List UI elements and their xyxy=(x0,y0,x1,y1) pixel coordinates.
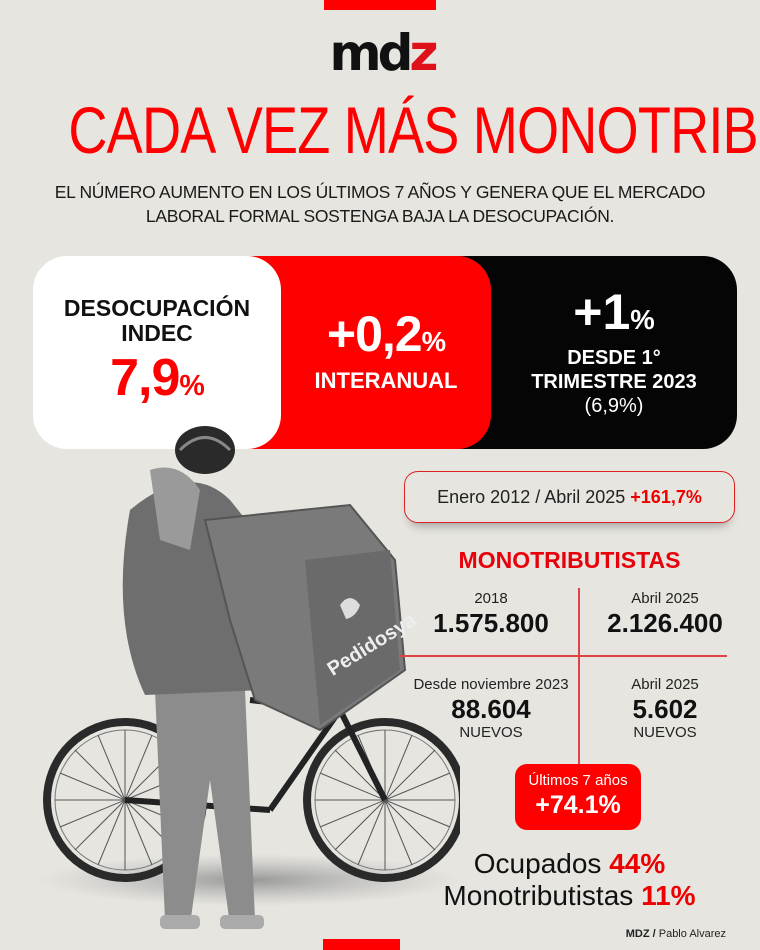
cell-caption: Abril 2025 xyxy=(631,590,699,607)
page-subtitle: EL NÚMERO AUMENTO EN LOS ÚLTIMOS 7 AÑOS … xyxy=(20,180,740,228)
cell-value: 5.602 xyxy=(632,694,698,724)
cell-caption: Abril 2025 xyxy=(631,676,699,693)
card-since-q1-2023: +1% DESDE 1° TRIMESTRE 2023 (6,9%) xyxy=(453,256,737,449)
mdz-logo: md z xyxy=(322,24,442,82)
share-value: 11% xyxy=(641,880,696,911)
range-pill: Enero 2012 / Abril 2025 +161,7% xyxy=(404,471,735,523)
share-value: 44% xyxy=(609,848,666,879)
interannual-number: +0,2 xyxy=(326,306,423,362)
since-q1-value: +1% xyxy=(491,284,737,348)
range-pct: +161,7% xyxy=(630,486,702,507)
bottom-accent-bar xyxy=(323,939,400,950)
cell-unit: NUEVOS xyxy=(459,724,523,741)
since-q1-label: DESDE 1° TRIMESTRE 2023 xyxy=(491,346,737,394)
unemployment-label-line1: DESOCUPACIÓN xyxy=(63,295,251,321)
since-q1-number: +1 xyxy=(573,284,631,340)
page-headline: CADA VEZ MÁS MONOTRIBUTISTAS xyxy=(68,93,760,167)
interannual-unit: % xyxy=(421,326,446,357)
card-interannual: +0,2% INTERANUAL xyxy=(243,256,491,449)
interannual-value: +0,2% xyxy=(281,306,491,370)
stat-cell-april-2025-new: Abril 2025 5.602 NUEVOS xyxy=(585,676,745,742)
since-q1-label-line1: DESDE 1° xyxy=(567,347,661,369)
interannual-label: INTERANUAL xyxy=(314,368,458,393)
unemployment-value: 7,9% xyxy=(33,348,281,416)
cell-value: 1.575.800 xyxy=(433,608,549,638)
cell-unit: NUEVOS xyxy=(633,724,697,741)
cell-caption: Desde noviembre 2023 xyxy=(413,676,569,693)
share-label: Monotributistas xyxy=(443,880,634,911)
badge-value: +74.1% xyxy=(535,791,621,819)
card-unemployment: DESOCUPACIÓN INDEC 7,9% xyxy=(33,256,281,449)
seven-year-badge: Últimos 7 años +74.1% xyxy=(515,764,641,830)
cell-value: 2.126.400 xyxy=(607,608,723,638)
bicycle-icon xyxy=(43,697,460,882)
since-q1-unit: % xyxy=(630,304,655,335)
delivery-worker-photo: Pedidosya xyxy=(40,426,460,929)
unemployment-number: 7,9 xyxy=(110,349,180,407)
unemployment-label-line2: INDEC xyxy=(121,320,193,346)
cell-caption: 2018 xyxy=(474,590,508,607)
stat-cell-april-2025-total: Abril 2025 2.126.400 xyxy=(585,590,745,638)
stat-cell-2018: 2018 1.575.800 xyxy=(410,590,572,638)
grid-divider-vertical xyxy=(578,588,580,768)
subtitle-line-2: LABORAL FORMAL SOSTENGA BAJA LA DESOCUPA… xyxy=(145,206,615,226)
stat-cards: +1% DESDE 1° TRIMESTRE 2023 (6,9%) +0,2%… xyxy=(33,256,737,449)
grid-divider-horizontal xyxy=(400,655,727,657)
credit-line: MDZ / Pablo Alvarez xyxy=(626,928,726,940)
logo-accent-text: z xyxy=(409,24,438,82)
credit-brand: MDZ / xyxy=(625,928,656,940)
employment-share: Ocupados 44% Monotributistas 11% xyxy=(404,848,735,912)
top-accent-bar xyxy=(324,0,436,10)
logo-main-text: md xyxy=(329,24,414,82)
cell-value: 88.604 xyxy=(451,694,531,724)
subtitle-line-1: EL NÚMERO AUMENTO EN LOS ÚLTIMOS 7 AÑOS … xyxy=(54,182,706,202)
monotributistas-title: MONOTRIBUTISTAS xyxy=(458,547,681,573)
since-q1-label-line2: TRIMESTRE 2023 xyxy=(531,371,697,393)
badge-caption: Últimos 7 años xyxy=(528,772,628,789)
unemployment-label: DESOCUPACIÓN INDEC xyxy=(33,296,281,346)
stat-cell-since-nov-2023: Desde noviembre 2023 88.604 NUEVOS xyxy=(405,676,577,742)
share-row-ocupados: Ocupados 44% xyxy=(404,848,735,880)
share-label: Ocupados xyxy=(473,848,602,879)
share-row-monotributistas: Monotributistas 11% xyxy=(404,880,735,912)
unemployment-unit: % xyxy=(179,370,204,402)
range-label: Enero 2012 / Abril 2025 xyxy=(437,486,626,507)
credit-author: Pablo Alvarez xyxy=(658,928,726,940)
since-q1-previous: (6,9%) xyxy=(584,395,644,417)
